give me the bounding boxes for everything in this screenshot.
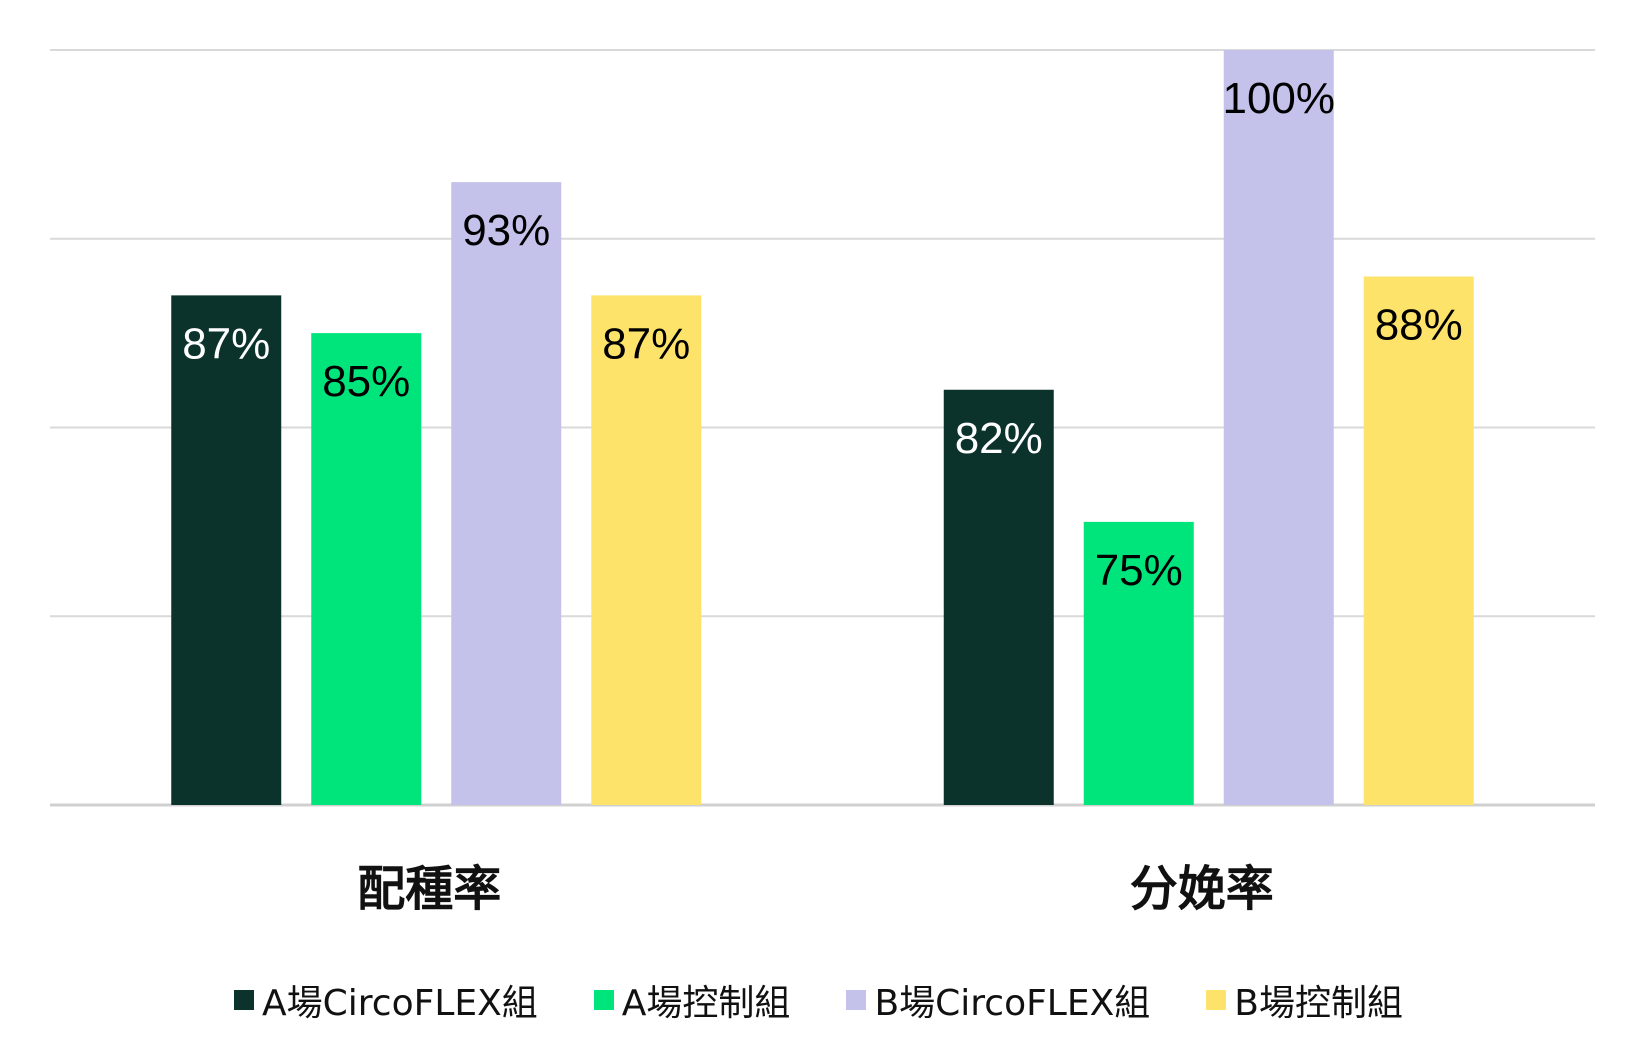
data-label: 93% (462, 206, 550, 255)
data-labels: 87% 85% 93% 87% 82% 75% 100% 88% (182, 74, 1463, 595)
category-label: 分娩率 (1130, 861, 1274, 917)
bar (451, 182, 562, 805)
legend-item: B場控制組 (1206, 974, 1403, 1026)
legend-label: B場控制組 (1234, 983, 1403, 1024)
bar-chart: 87% 85% 93% 87% 82% 75% 100% 88% 配種率 分娩率 (50, 49, 1595, 917)
data-label: 100% (1222, 74, 1335, 123)
legend-item: A場CircoFLEX組 (234, 974, 538, 1026)
legend-item: A場控制組 (593, 974, 791, 1026)
data-label: 75% (1095, 546, 1183, 595)
data-label: 82% (955, 414, 1043, 463)
data-label: 85% (322, 357, 410, 406)
gridlines (50, 49, 1595, 807)
bar (171, 295, 282, 805)
bar (1223, 50, 1334, 805)
legend-label: A場CircoFLEX組 (262, 983, 538, 1024)
legend-swatch (593, 990, 614, 1010)
legend-swatch (846, 990, 867, 1010)
bar (591, 295, 702, 805)
category-labels: 配種率 分娩率 (357, 861, 1274, 917)
legend-item: B場CircoFLEX組 (846, 974, 1150, 1026)
legend-label: B場CircoFLEX組 (874, 983, 1151, 1024)
data-label: 88% (1375, 301, 1463, 350)
bar (1083, 521, 1194, 805)
category-label: 配種率 (357, 861, 501, 917)
legend-swatch (1206, 990, 1227, 1010)
data-label: 87% (602, 319, 690, 368)
legend-swatch (234, 990, 255, 1010)
bars (171, 50, 1474, 805)
legend-label: A場控制組 (621, 983, 791, 1024)
data-label: 87% (182, 319, 270, 368)
bar (311, 333, 422, 805)
bar (1363, 276, 1474, 805)
legend: A場CircoFLEX組 A場控制組 B場CircoFLEX組 B場控制組 (0, 970, 1637, 1030)
bar (943, 389, 1054, 805)
